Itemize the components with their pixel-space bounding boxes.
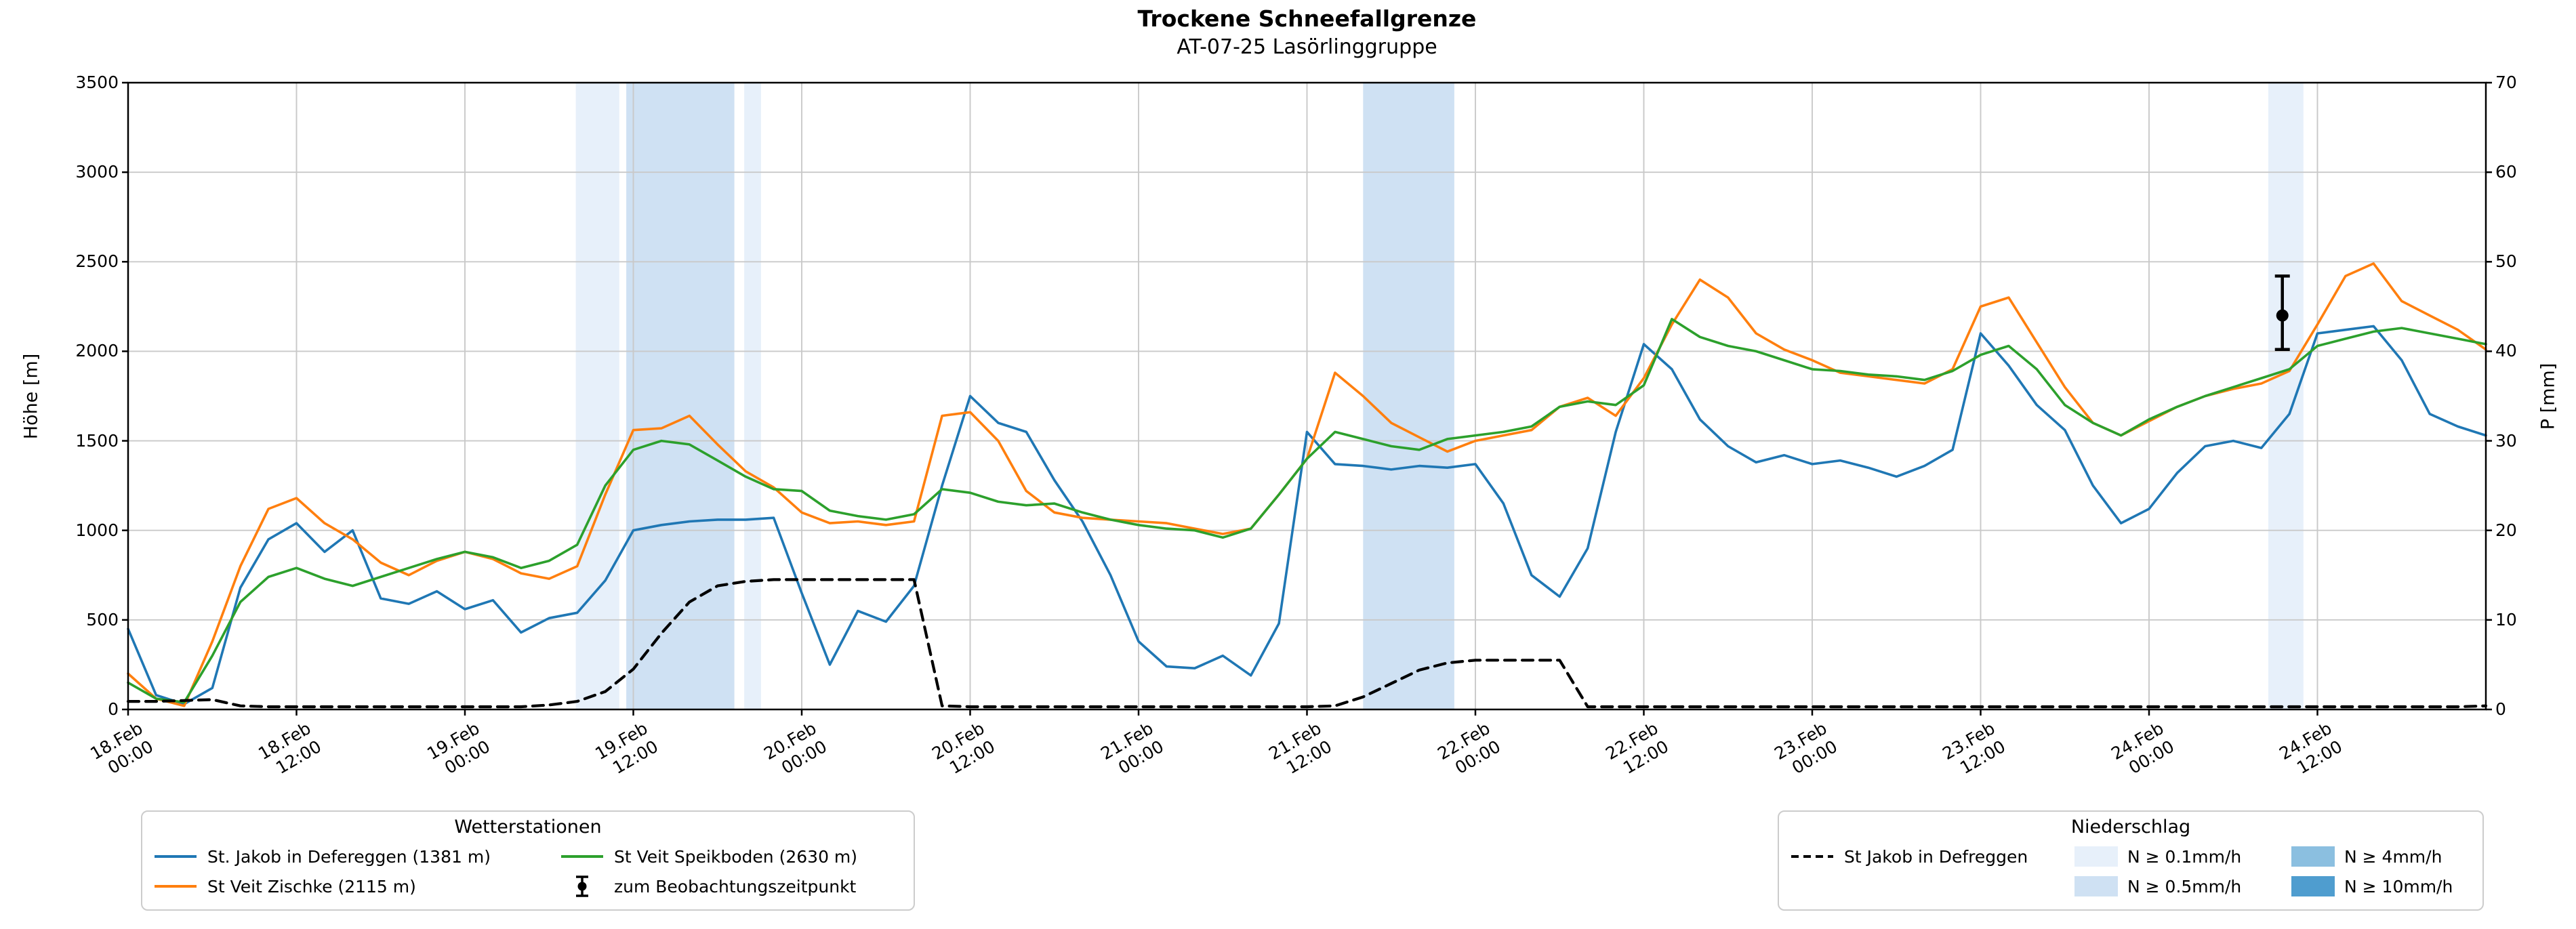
legend-title-niederschlag: Niederschlag — [2070, 817, 2191, 838]
legend-item: St Jakob in Defreggen — [1790, 842, 2074, 871]
line-sample — [155, 855, 197, 858]
legend-item: St Veit Zischke (2115 m) — [153, 871, 560, 901]
precip-band — [1363, 83, 1454, 709]
legend-wetterstationen: Wetterstationen St. Jakob in Defereggen … — [141, 810, 915, 911]
chart-title: Trockene Schneefallgrenze — [1137, 5, 1477, 32]
legend-patch-sample — [2074, 876, 2118, 896]
legend-column: N ≥ 4mm/h N ≥ 10mm/h — [2291, 842, 2453, 901]
chart-subtitle: AT-07-25 Lasörlinggruppe — [1177, 35, 1437, 59]
legend-columns: St Jakob in Defreggen N ≥ 0.1mm/h N ≥ 0.5m… — [1779, 838, 2482, 901]
legend-item: N ≥ 4mm/h — [2291, 842, 2453, 871]
legend-item: St. Jakob in Defereggen (1381 m) — [153, 842, 560, 871]
legend-label: zum Beobachtungszeitpunkt — [614, 876, 857, 896]
series-snowline — [127, 318, 2487, 704]
precip-band — [2268, 83, 2304, 709]
legend-label: N ≥ 0.1mm/h — [2127, 846, 2242, 867]
precip-band — [744, 83, 761, 709]
legend-niederschlag: Niederschlag St Jakob in Defreggen N ≥ 0.… — [1778, 810, 2484, 911]
legend-label: N ≥ 4mm/h — [2344, 846, 2442, 867]
legend-column: St Jakob in Defreggen — [1790, 842, 2074, 901]
series-snowline — [127, 325, 2487, 705]
legend-columns: St. Jakob in Defereggen (1381 m) St Veit … — [142, 838, 914, 901]
legend-label: N ≥ 10mm/h — [2344, 876, 2453, 896]
precip-band — [626, 83, 735, 709]
legend-column: N ≥ 0.1mm/h N ≥ 0.5mm/h — [2074, 842, 2291, 901]
legend-column: St Veit Speikboden (2630 m) zum Beobachtu… — [560, 842, 857, 901]
legend-label: N ≥ 0.5mm/h — [2127, 876, 2242, 896]
legend-item: St Veit Speikboden (2630 m) — [560, 842, 857, 871]
legend-label: St. Jakob in Defereggen (1381 m) — [207, 846, 491, 867]
observation-point — [2276, 309, 2289, 322]
series-precipitation-line — [126, 578, 2488, 709]
line-sample — [155, 885, 197, 888]
legend-item: zum Beobachtungszeitpunkt — [560, 871, 857, 901]
legend-patch-sample — [2074, 846, 2118, 867]
legend-item: N ≥ 10mm/h — [2291, 871, 2453, 901]
legend-label: St Veit Zischke (2115 m) — [207, 876, 416, 896]
legend-item: N ≥ 0.1mm/h — [2074, 842, 2291, 871]
errorbar-icon — [576, 875, 588, 897]
legend-item: N ≥ 0.5mm/h — [2074, 871, 2291, 901]
dashed-line-sample — [1791, 855, 1833, 858]
legend-column: St. Jakob in Defereggen (1381 m) St Veit … — [153, 842, 560, 901]
legend-patch-sample — [2291, 876, 2335, 896]
precip-band — [575, 83, 619, 709]
legend-label: St Veit Speikboden (2630 m) — [614, 846, 858, 867]
legend-patch-sample — [2291, 846, 2335, 867]
legend-label: St Jakob in Defreggen — [1844, 846, 2028, 867]
line-sample — [561, 855, 603, 858]
legend-title-wetterstationen: Wetterstationen — [454, 817, 602, 838]
